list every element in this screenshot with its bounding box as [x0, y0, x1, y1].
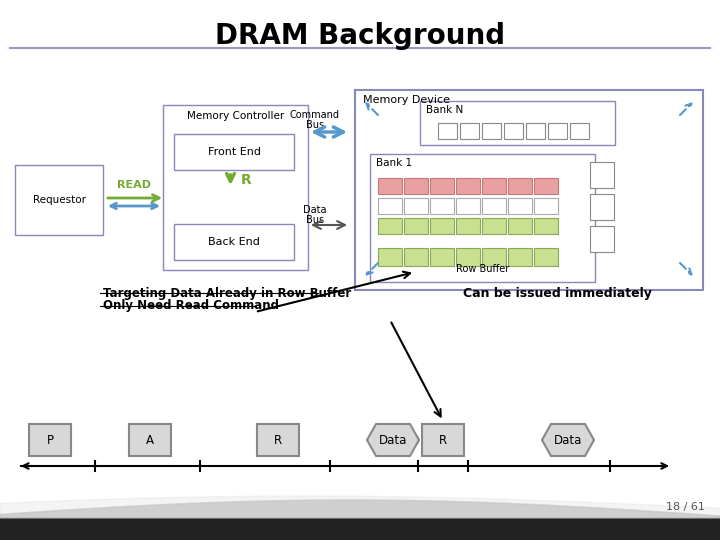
- Text: 18 / 61: 18 / 61: [666, 502, 705, 512]
- FancyBboxPatch shape: [174, 134, 294, 170]
- FancyBboxPatch shape: [404, 248, 428, 266]
- FancyBboxPatch shape: [456, 198, 480, 214]
- Text: Back End: Back End: [208, 237, 260, 247]
- FancyBboxPatch shape: [526, 123, 545, 139]
- FancyBboxPatch shape: [163, 105, 308, 270]
- Text: R: R: [274, 434, 282, 447]
- FancyBboxPatch shape: [548, 123, 567, 139]
- FancyBboxPatch shape: [590, 226, 614, 252]
- FancyBboxPatch shape: [370, 154, 595, 282]
- FancyBboxPatch shape: [508, 198, 532, 214]
- Polygon shape: [367, 424, 419, 456]
- Text: DRAM Background: DRAM Background: [215, 22, 505, 50]
- Text: Can be issued immediately: Can be issued immediately: [463, 287, 652, 300]
- FancyBboxPatch shape: [404, 198, 428, 214]
- Text: Data: Data: [303, 205, 327, 215]
- FancyBboxPatch shape: [508, 178, 532, 194]
- Text: Data: Data: [554, 434, 582, 447]
- FancyBboxPatch shape: [508, 248, 532, 266]
- FancyBboxPatch shape: [404, 178, 428, 194]
- FancyBboxPatch shape: [378, 248, 402, 266]
- FancyBboxPatch shape: [430, 218, 454, 234]
- FancyBboxPatch shape: [456, 248, 480, 266]
- FancyBboxPatch shape: [430, 178, 454, 194]
- Text: Front End: Front End: [207, 147, 261, 157]
- FancyBboxPatch shape: [482, 198, 506, 214]
- FancyBboxPatch shape: [438, 123, 457, 139]
- FancyBboxPatch shape: [404, 218, 428, 234]
- FancyBboxPatch shape: [590, 162, 614, 188]
- FancyBboxPatch shape: [482, 218, 506, 234]
- Text: Bank N: Bank N: [426, 105, 463, 115]
- Text: Bus: Bus: [306, 120, 324, 130]
- FancyBboxPatch shape: [534, 248, 558, 266]
- Text: Memory Controller: Memory Controller: [187, 111, 284, 121]
- FancyBboxPatch shape: [355, 90, 703, 290]
- Text: Bank 1: Bank 1: [376, 158, 412, 168]
- FancyBboxPatch shape: [378, 218, 402, 234]
- FancyBboxPatch shape: [430, 248, 454, 266]
- FancyBboxPatch shape: [456, 178, 480, 194]
- FancyBboxPatch shape: [504, 123, 523, 139]
- FancyBboxPatch shape: [29, 424, 71, 456]
- Text: Bus: Bus: [306, 215, 324, 225]
- Text: A: A: [146, 434, 154, 447]
- Text: READ: READ: [117, 180, 151, 190]
- FancyBboxPatch shape: [534, 178, 558, 194]
- FancyBboxPatch shape: [570, 123, 589, 139]
- Text: Only Need Read Command: Only Need Read Command: [103, 300, 279, 313]
- FancyBboxPatch shape: [174, 224, 294, 260]
- FancyBboxPatch shape: [15, 165, 103, 235]
- Text: R: R: [240, 173, 251, 187]
- Text: Targeting Data Already in Row Buffer: Targeting Data Already in Row Buffer: [103, 287, 351, 300]
- FancyBboxPatch shape: [482, 248, 506, 266]
- Text: Data: Data: [379, 434, 408, 447]
- FancyBboxPatch shape: [257, 424, 299, 456]
- FancyBboxPatch shape: [508, 218, 532, 234]
- FancyBboxPatch shape: [378, 198, 402, 214]
- FancyBboxPatch shape: [456, 218, 480, 234]
- Text: Requestor: Requestor: [32, 195, 86, 205]
- Text: Row Buffer: Row Buffer: [456, 264, 509, 274]
- FancyBboxPatch shape: [378, 178, 402, 194]
- FancyBboxPatch shape: [422, 424, 464, 456]
- Text: P: P: [47, 434, 53, 447]
- Text: Command: Command: [290, 110, 340, 120]
- FancyBboxPatch shape: [590, 194, 614, 220]
- Text: Memory Device: Memory Device: [363, 95, 450, 105]
- Polygon shape: [542, 424, 594, 456]
- Text: R: R: [439, 434, 447, 447]
- FancyBboxPatch shape: [430, 198, 454, 214]
- FancyBboxPatch shape: [482, 123, 501, 139]
- FancyBboxPatch shape: [460, 123, 479, 139]
- FancyBboxPatch shape: [534, 198, 558, 214]
- FancyBboxPatch shape: [482, 178, 506, 194]
- FancyBboxPatch shape: [420, 101, 615, 145]
- FancyBboxPatch shape: [534, 218, 558, 234]
- FancyBboxPatch shape: [129, 424, 171, 456]
